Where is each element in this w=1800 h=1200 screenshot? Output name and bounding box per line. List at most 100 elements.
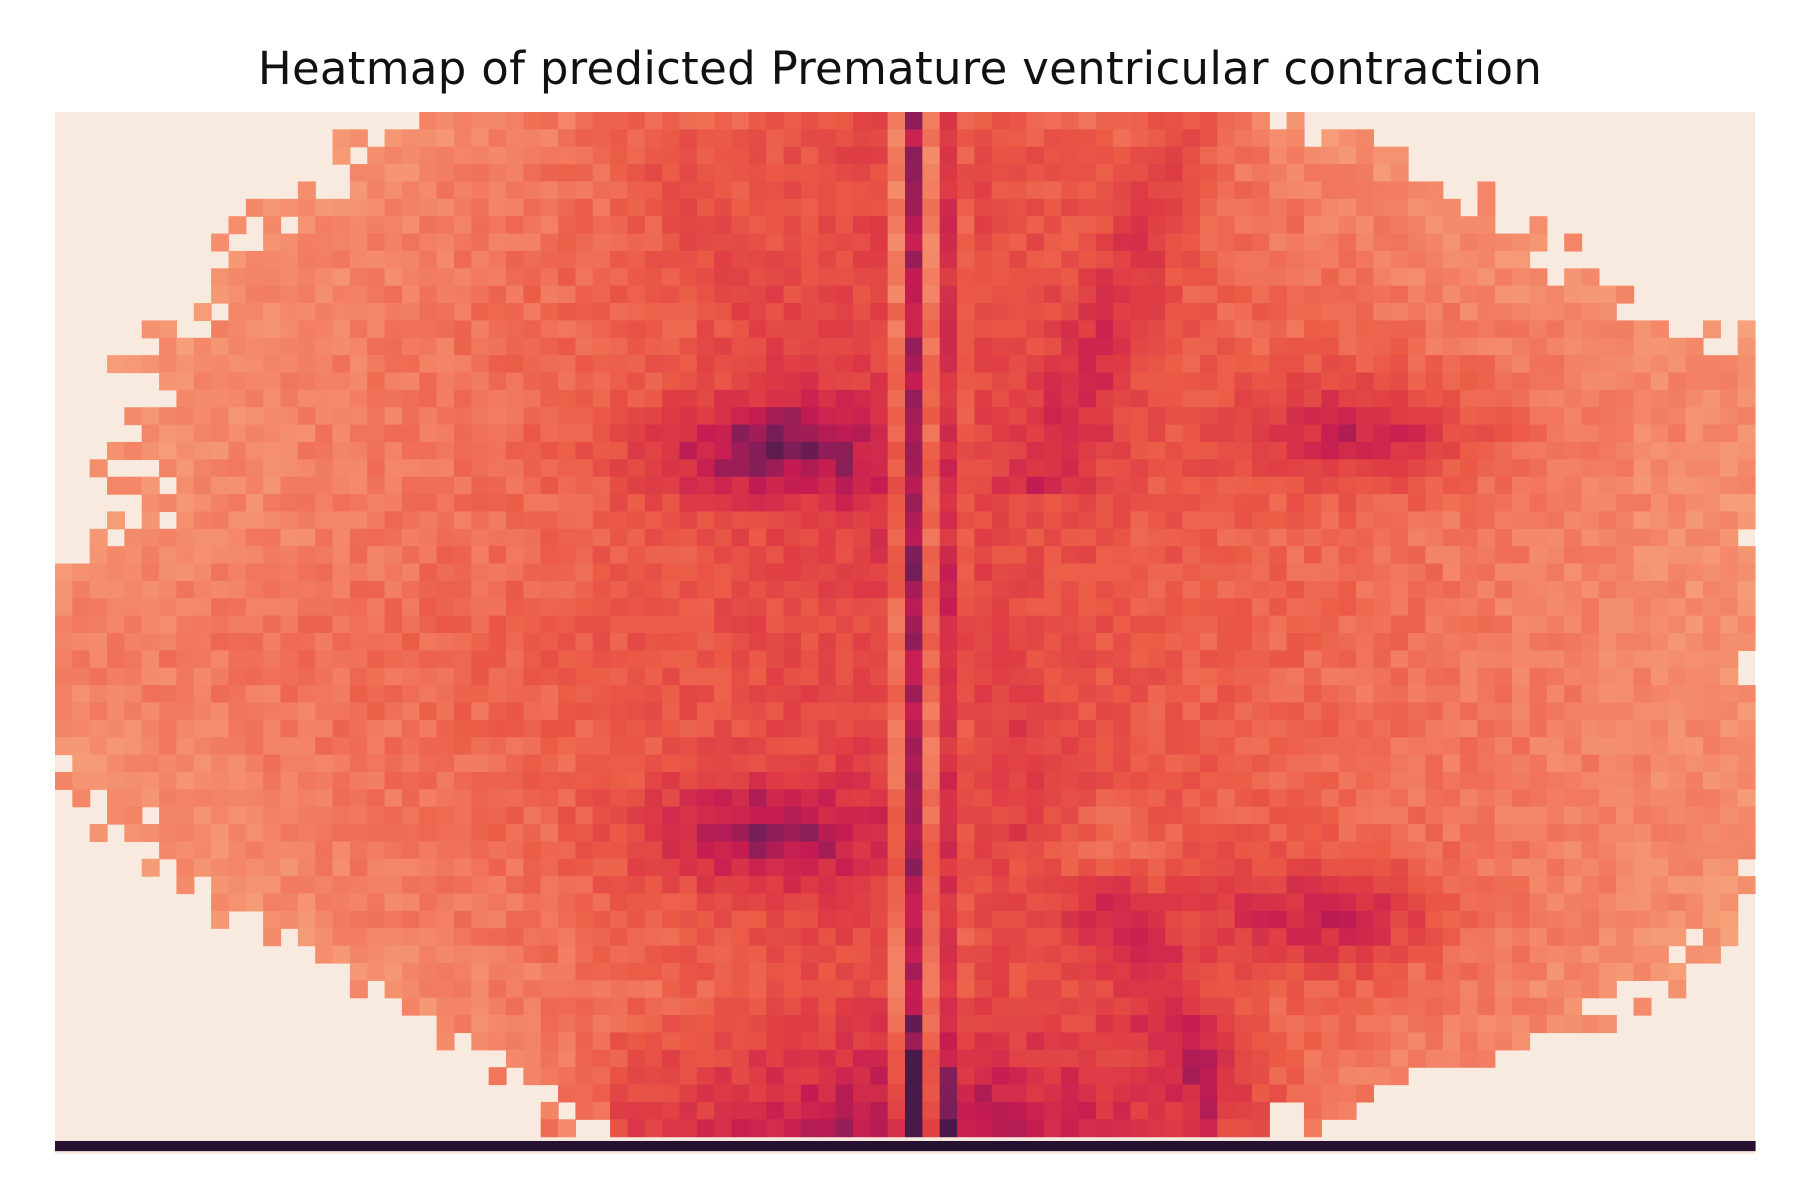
heatmap-cell [1321, 268, 1340, 287]
heatmap-cell [679, 563, 698, 582]
heatmap-cell [939, 667, 958, 686]
heatmap-cell [1425, 320, 1444, 339]
heatmap-cell [1147, 615, 1166, 634]
heatmap-cell [610, 858, 629, 877]
heatmap-cell [783, 702, 802, 721]
heatmap-cell [922, 511, 941, 530]
heatmap-cell [228, 824, 247, 842]
heatmap-cell [1217, 511, 1236, 530]
heatmap-cell [852, 824, 871, 842]
heatmap-cell [367, 910, 386, 929]
heatmap-cell [141, 546, 160, 565]
heatmap-cell [1390, 876, 1409, 895]
heatmap-cell [453, 806, 472, 825]
heatmap-cell [870, 841, 889, 860]
heatmap-cell [800, 112, 819, 130]
heatmap-cell [384, 407, 403, 426]
heatmap-cell [488, 563, 507, 582]
heatmap-cell [783, 771, 802, 790]
heatmap-cell [1043, 268, 1062, 287]
heatmap-cell [488, 1067, 507, 1086]
heatmap-cell [1477, 372, 1496, 391]
heatmap-cell [1009, 702, 1028, 721]
heatmap-cell [1460, 754, 1479, 773]
heatmap-cell [714, 1119, 733, 1138]
heatmap-cell [540, 580, 559, 599]
heatmap-cell [193, 494, 212, 513]
heatmap-cell [1720, 719, 1739, 738]
heatmap-cell [211, 459, 230, 478]
heatmap-cell [887, 320, 906, 339]
heatmap-cell [1373, 146, 1392, 165]
heatmap-cell [488, 1032, 507, 1051]
heatmap-cell [1460, 702, 1479, 721]
heatmap-cell [957, 1119, 975, 1138]
heatmap-cell [592, 719, 611, 738]
heatmap-cell [1234, 372, 1253, 391]
heatmap-cell [1009, 789, 1028, 808]
heatmap-cell [922, 876, 941, 895]
heatmap-cell [1650, 407, 1669, 426]
heatmap-cell [1720, 528, 1739, 547]
heatmap-cell [1390, 389, 1409, 408]
heatmap-cell [1477, 233, 1496, 252]
heatmap-cell [367, 250, 386, 269]
heatmap-cell [592, 754, 611, 773]
heatmap-cell [1234, 1140, 1253, 1152]
heatmap-cell [1685, 546, 1704, 565]
heatmap-cell [991, 997, 1010, 1016]
heatmap-cell [1303, 928, 1322, 947]
heatmap-cell [1598, 685, 1617, 704]
heatmap-cell [1009, 580, 1028, 599]
heatmap-cell [297, 598, 316, 617]
heatmap-cell [1685, 1140, 1704, 1152]
heatmap-cell [766, 355, 785, 374]
heatmap-cell [1251, 268, 1270, 287]
heatmap-cell [627, 216, 646, 235]
heatmap-cell [523, 250, 542, 269]
heatmap-cell [731, 841, 750, 860]
heatmap-cell [1130, 1140, 1149, 1152]
heatmap-cell [384, 372, 403, 391]
heatmap-cell [1026, 1067, 1045, 1086]
heatmap-cell [1737, 702, 1756, 721]
heatmap-cell [1078, 1049, 1097, 1068]
heatmap-cell [471, 633, 490, 651]
heatmap-cell [1529, 789, 1548, 808]
heatmap-cell [627, 233, 646, 252]
heatmap-cell [731, 615, 750, 634]
heatmap-cell [1442, 511, 1461, 530]
heatmap-cell [280, 355, 299, 374]
heatmap-cell [1199, 789, 1218, 808]
heatmap-cell [1356, 389, 1374, 408]
heatmap-cell [852, 650, 871, 669]
heatmap-cell [1390, 250, 1409, 269]
heatmap-cell [1321, 858, 1340, 877]
heatmap-cell [870, 615, 889, 634]
heatmap-cell [905, 928, 923, 947]
heatmap-cell [679, 719, 698, 738]
heatmap-cell [818, 754, 837, 773]
heatmap-cell [523, 233, 542, 252]
heatmap-cell [1356, 407, 1374, 426]
heatmap-cell [748, 633, 767, 651]
heatmap-cell [1650, 754, 1669, 773]
heatmap-cell [731, 216, 750, 235]
heatmap-cell [696, 198, 715, 217]
heatmap-cell [1702, 737, 1721, 756]
heatmap-cell [401, 563, 420, 582]
heatmap-cell [1633, 615, 1652, 634]
heatmap-cell [1633, 528, 1652, 547]
heatmap-cell [1477, 598, 1496, 617]
heatmap-cell [89, 580, 108, 599]
heatmap-cell [1633, 841, 1652, 860]
heatmap-cell [1147, 424, 1166, 443]
heatmap-cell [783, 650, 802, 669]
heatmap-cell [957, 198, 975, 217]
heatmap-cell [818, 667, 837, 686]
heatmap-cell [1199, 1067, 1218, 1086]
heatmap-cell [1113, 563, 1132, 582]
heatmap-cell [991, 945, 1010, 964]
heatmap-cell [1199, 702, 1218, 721]
heatmap-cell [558, 1015, 577, 1034]
